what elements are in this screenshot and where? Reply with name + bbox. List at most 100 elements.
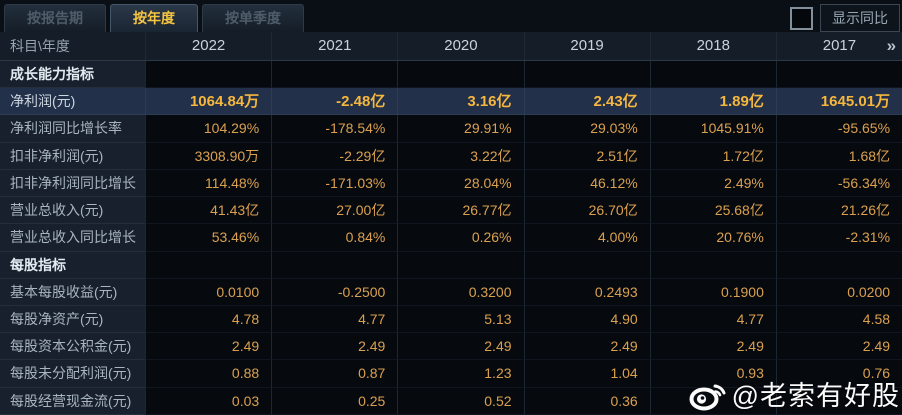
value-cell: [145, 61, 272, 89]
value-cell: 0.2493: [523, 278, 650, 306]
value-cell: 0.88: [145, 360, 272, 388]
value-cell: [271, 251, 398, 279]
show-yoy-control: 显示同比: [790, 4, 900, 32]
year-header-2017[interactable]: 2017 »: [775, 32, 902, 60]
table-row[interactable]: 每股指标: [0, 251, 902, 279]
table-header: 科目\年度 2022 2021 2020 2019 2018 2017 »: [0, 32, 902, 61]
year-header-2019[interactable]: 2019: [523, 32, 650, 60]
value-cell: 29.91%: [397, 115, 524, 143]
value-cell: [649, 251, 776, 279]
value-cell: [523, 61, 650, 89]
row-label: 净利润(元): [0, 88, 145, 116]
value-cell: 0.52: [397, 387, 524, 415]
row-label: 每股未分配利润(元): [0, 360, 145, 388]
value-cell: 0.3200: [397, 278, 524, 306]
value-cell: 20.76%: [649, 224, 776, 252]
value-cell: 0.36: [523, 387, 650, 415]
value-cell: 46.12%: [523, 169, 650, 198]
value-cell: 1.72亿: [649, 142, 776, 170]
value-cell: 1645.01万: [775, 88, 902, 116]
value-cell: 0.26%: [397, 224, 524, 252]
table-row[interactable]: 营业总收入同比增长率53.46%0.84%0.26%4.00%20.76%-2.…: [0, 224, 902, 272]
row-label: 净利润同比增长率: [0, 115, 145, 143]
value-cell: 1.04: [523, 360, 650, 388]
value-cell: [649, 61, 776, 89]
value-cell: [775, 61, 902, 89]
value-cell: 1045.91%: [649, 115, 776, 143]
value-cell: -171.03%: [271, 169, 398, 198]
year-header-2018[interactable]: 2018: [649, 32, 776, 60]
value-cell: 4.77: [271, 305, 398, 334]
value-cell: [523, 251, 650, 279]
value-cell: 5.13: [397, 305, 524, 334]
row-label: 营业总收入(元): [0, 197, 145, 225]
value-cell: 4.77: [649, 305, 776, 334]
show-yoy-label[interactable]: 显示同比: [820, 4, 900, 32]
value-cell: 27.00亿: [271, 197, 398, 225]
value-cell: 3308.90万: [145, 142, 272, 170]
row-label: 每股资本公积金(元): [0, 333, 145, 361]
more-years-chevron-icon[interactable]: »: [886, 36, 897, 55]
value-cell: [649, 387, 776, 415]
row-label: 基本每股收益(元): [0, 278, 145, 306]
table-row[interactable]: 扣非净利润同比增长率114.48%-171.03%28.04%46.12%2.4…: [0, 169, 902, 218]
value-cell: 1.89亿: [649, 88, 776, 116]
show-yoy-checkbox[interactable]: [790, 6, 813, 30]
table-row[interactable]: 基本每股收益(元) 0.0100 -0.2500 0.3200 0.2493 0.1900…: [0, 278, 902, 306]
value-cell: 2.49: [145, 333, 272, 361]
value-cell: 0.93: [649, 360, 776, 388]
value-cell: 0.0200: [775, 278, 902, 306]
value-cell: -2.29亿: [271, 142, 398, 170]
value-cell: 114.48%: [145, 169, 272, 198]
value-cell: 3.16亿: [397, 88, 524, 116]
tab-annual[interactable]: 按年度: [110, 4, 198, 32]
table-row[interactable]: 成长能力指标: [0, 61, 902, 89]
value-cell: 4.00%: [523, 224, 650, 252]
value-cell: 0.1900: [649, 278, 776, 306]
value-cell: 1.68亿: [775, 142, 902, 170]
row-label: 营业总收入同比增长率: [0, 224, 145, 272]
value-cell: -56.34%: [775, 169, 902, 198]
value-cell: -0.2500: [271, 278, 398, 306]
value-cell: 2.49: [649, 333, 776, 361]
table-row[interactable]: 每股经营现金流(元) 0.03 0.25 0.52 0.36: [0, 387, 902, 415]
year-header-2022[interactable]: 2022: [145, 32, 271, 60]
value-cell: 28.04%: [397, 169, 524, 198]
table-row[interactable]: 每股净资产(元) 4.78 4.77 5.13 4.90 4.77 4.58: [0, 305, 902, 334]
value-cell: 2.43亿: [523, 88, 650, 116]
section-label: 每股指标: [0, 251, 145, 279]
year-header-2021[interactable]: 2021: [271, 32, 397, 60]
value-cell: 2.49: [523, 333, 650, 361]
tab-single-quarter[interactable]: 按单季度: [202, 4, 304, 32]
table-row[interactable]: 每股未分配利润(元) 0.88 0.87 1.23 1.04 0.93 0.76: [0, 360, 902, 388]
table-row[interactable]: 净利润同比增长率 104.29% -178.54% 29.91% 29.03% 1045.…: [0, 115, 902, 143]
corner-label: 科目\年度: [10, 38, 70, 54]
value-cell: 2.49: [775, 333, 902, 361]
value-cell: -2.31%: [775, 224, 902, 252]
value-cell: 0.87: [271, 360, 398, 388]
table-row[interactable]: 扣非净利润(元) 3308.90万 -2.29亿 3.22亿 2.51亿 1.72亿 1.6…: [0, 142, 902, 170]
value-cell: [271, 61, 398, 89]
row-label: 扣非净利润(元): [0, 142, 145, 170]
value-cell: 25.68亿: [649, 197, 776, 225]
table-body: 成长能力指标 净利润(元) 1064.84万 -2.48亿 3.16亿 2.43亿 1.89…: [0, 61, 902, 415]
value-cell: -178.54%: [271, 115, 398, 143]
value-cell: [397, 61, 524, 89]
section-label: 成长能力指标: [0, 61, 145, 89]
table-row[interactable]: 营业总收入(元) 41.43亿 27.00亿 26.77亿 26.70亿 25.68亿 21…: [0, 197, 902, 225]
value-cell: 53.46%: [145, 224, 272, 252]
value-cell: -2.48亿: [271, 88, 398, 116]
table-row[interactable]: 净利润(元) 1064.84万 -2.48亿 3.16亿 2.43亿 1.89亿 1645.…: [0, 88, 902, 116]
year-header-2020[interactable]: 2020: [397, 32, 523, 60]
value-cell: 0.76: [775, 360, 902, 388]
value-cell: 4.90: [523, 305, 650, 334]
value-cell: [397, 251, 524, 279]
value-cell: 41.43亿: [145, 197, 272, 225]
table-row[interactable]: 每股资本公积金(元) 2.49 2.49 2.49 2.49 2.49 2.49: [0, 333, 902, 361]
value-cell: -95.65%: [775, 115, 902, 143]
value-cell: [775, 387, 902, 415]
value-cell: 4.78: [145, 305, 272, 334]
tab-report-period[interactable]: 按报告期: [4, 4, 106, 32]
value-cell: 2.51亿: [523, 142, 650, 170]
value-cell: 4.58: [775, 305, 902, 334]
